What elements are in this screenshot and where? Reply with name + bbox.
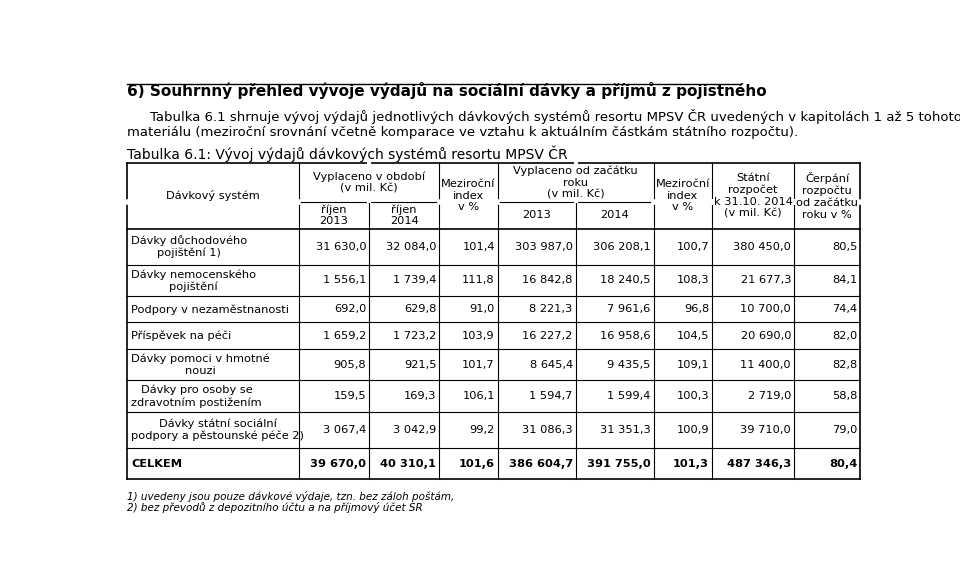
Text: 2013: 2013 (522, 210, 551, 220)
Text: 106,1: 106,1 (463, 391, 494, 401)
Text: Meziroční
index
v %: Meziroční index v % (442, 179, 495, 212)
Text: 109,1: 109,1 (677, 360, 709, 370)
Text: Podpory v nezaměstnanosti: Podpory v nezaměstnanosti (132, 304, 289, 315)
Text: 487 346,3: 487 346,3 (727, 458, 791, 468)
Text: 31 086,3: 31 086,3 (522, 425, 573, 435)
Text: 16 842,8: 16 842,8 (522, 275, 573, 285)
Text: 39 670,0: 39 670,0 (310, 458, 366, 468)
Text: 6) Souhrnný přehled vývoje výdajů na sociální dávky a příjmů z pojistného: 6) Souhrnný přehled vývoje výdajů na soc… (128, 82, 767, 99)
Text: 1 594,7: 1 594,7 (529, 391, 573, 401)
Text: Vyplaceno v období
(v mil. Kč): Vyplaceno v období (v mil. Kč) (313, 171, 425, 193)
Text: 99,2: 99,2 (469, 425, 494, 435)
Text: 2 719,0: 2 719,0 (748, 391, 791, 401)
Text: 101,3: 101,3 (673, 458, 709, 468)
Text: 79,0: 79,0 (832, 425, 857, 435)
Text: 7 961,6: 7 961,6 (608, 304, 651, 314)
Text: 8 645,4: 8 645,4 (530, 360, 573, 370)
Text: 101,6: 101,6 (459, 458, 494, 468)
Text: říjen
2014: říjen 2014 (390, 204, 419, 226)
Text: 101,4: 101,4 (463, 242, 494, 252)
Text: 84,1: 84,1 (832, 275, 857, 285)
Text: 692,0: 692,0 (334, 304, 366, 314)
Text: 2) bez převodů z depozitního účtu a na příjmový účet SR: 2) bez převodů z depozitního účtu a na p… (128, 502, 423, 513)
Text: Dávky důchodového
pojištění 1): Dávky důchodového pojištění 1) (132, 235, 248, 258)
Text: 16 227,2: 16 227,2 (522, 330, 573, 340)
Text: 80,4: 80,4 (829, 458, 857, 468)
Text: 9 435,5: 9 435,5 (608, 360, 651, 370)
Text: 921,5: 921,5 (404, 360, 436, 370)
Text: 100,7: 100,7 (677, 242, 709, 252)
Text: materiálu (meziroční srovnání včetně komparace ve vztahu k aktuálním částkám stá: materiálu (meziroční srovnání včetně kom… (128, 126, 799, 139)
Text: 380 450,0: 380 450,0 (733, 242, 791, 252)
Text: 74,4: 74,4 (832, 304, 857, 314)
Text: 82,8: 82,8 (832, 360, 857, 370)
Text: Dávky státní sociální
podpory a pěstounské péče 2): Dávky státní sociální podpory a pěstouns… (132, 419, 304, 441)
Text: Dávky pro osoby se
zdravotním postižením: Dávky pro osoby se zdravotním postižením (132, 385, 262, 407)
Text: 1 723,2: 1 723,2 (393, 330, 436, 340)
Text: Vyplaceno od začátku
roku
(v mil. Kč): Vyplaceno od začátku roku (v mil. Kč) (514, 166, 638, 199)
Text: 104,5: 104,5 (677, 330, 709, 340)
Text: 159,5: 159,5 (333, 391, 366, 401)
Text: 10 700,0: 10 700,0 (740, 304, 791, 314)
Text: 100,9: 100,9 (677, 425, 709, 435)
Text: Čerpání
rozpočtu
od začátku
roku v %: Čerpání rozpočtu od začátku roku v % (796, 172, 858, 220)
Text: Státní
rozpočet
k 31.10. 2014
(v mil. Kč): Státní rozpočet k 31.10. 2014 (v mil. Kč… (713, 173, 793, 218)
Text: 18 240,5: 18 240,5 (600, 275, 651, 285)
Text: 1 599,4: 1 599,4 (608, 391, 651, 401)
Text: 91,0: 91,0 (469, 304, 494, 314)
Text: 11 400,0: 11 400,0 (740, 360, 791, 370)
Text: 101,7: 101,7 (462, 360, 494, 370)
Text: 20 690,0: 20 690,0 (740, 330, 791, 340)
Text: 103,9: 103,9 (462, 330, 494, 340)
Text: 306 208,1: 306 208,1 (593, 242, 651, 252)
Text: 100,3: 100,3 (677, 391, 709, 401)
Text: 169,3: 169,3 (404, 391, 436, 401)
Text: 8 221,3: 8 221,3 (530, 304, 573, 314)
Text: Dávky nemocenského
pojištění: Dávky nemocenského pojištění (132, 269, 256, 292)
Text: 82,0: 82,0 (832, 330, 857, 340)
Text: Příspěvek na péči: Příspěvek na péči (132, 330, 231, 341)
Text: 3 042,9: 3 042,9 (393, 425, 436, 435)
Text: Dávky pomoci v hmotné
nouzi: Dávky pomoci v hmotné nouzi (132, 353, 270, 376)
Text: 32 084,0: 32 084,0 (386, 242, 436, 252)
Text: 2014: 2014 (600, 210, 629, 220)
Text: 31 630,0: 31 630,0 (316, 242, 366, 252)
Text: 1) uvedeny jsou pouze dávkové výdaje, tzn. bez záloh poštám,: 1) uvedeny jsou pouze dávkové výdaje, tz… (128, 491, 455, 502)
Text: 1 739,4: 1 739,4 (393, 275, 436, 285)
Text: Tabulka 6.1 shrnuje vývoj výdajů jednotlivých dávkových systémů resortu MPSV ČR : Tabulka 6.1 shrnuje vývoj výdajů jednotl… (150, 109, 960, 124)
Text: 108,3: 108,3 (677, 275, 709, 285)
Text: 386 604,7: 386 604,7 (509, 458, 573, 468)
Text: 31 351,3: 31 351,3 (600, 425, 651, 435)
Text: říjen
2013: říjen 2013 (320, 204, 348, 226)
Text: Tabulka 6.1: Vývoj výdajů dávkových systémů resortu MPSV ČR: Tabulka 6.1: Vývoj výdajů dávkových syst… (128, 146, 568, 163)
Text: 40 310,1: 40 310,1 (380, 458, 436, 468)
Text: 629,8: 629,8 (404, 304, 436, 314)
Text: 58,8: 58,8 (832, 391, 857, 401)
Text: 111,8: 111,8 (462, 275, 494, 285)
Text: 1 659,2: 1 659,2 (323, 330, 366, 340)
Text: 96,8: 96,8 (684, 304, 709, 314)
Text: 303 987,0: 303 987,0 (515, 242, 573, 252)
Text: 21 677,3: 21 677,3 (740, 275, 791, 285)
Text: 39 710,0: 39 710,0 (740, 425, 791, 435)
Text: 391 755,0: 391 755,0 (587, 458, 651, 468)
Text: 1 556,1: 1 556,1 (323, 275, 366, 285)
Text: 16 958,6: 16 958,6 (600, 330, 651, 340)
Text: 905,8: 905,8 (333, 360, 366, 370)
Text: 3 067,4: 3 067,4 (323, 425, 366, 435)
Text: 80,5: 80,5 (832, 242, 857, 252)
Text: CELKEM: CELKEM (132, 458, 182, 468)
Text: Dávkový systém: Dávkový systém (166, 190, 260, 201)
Text: Meziroční
index
v %: Meziroční index v % (656, 179, 710, 212)
